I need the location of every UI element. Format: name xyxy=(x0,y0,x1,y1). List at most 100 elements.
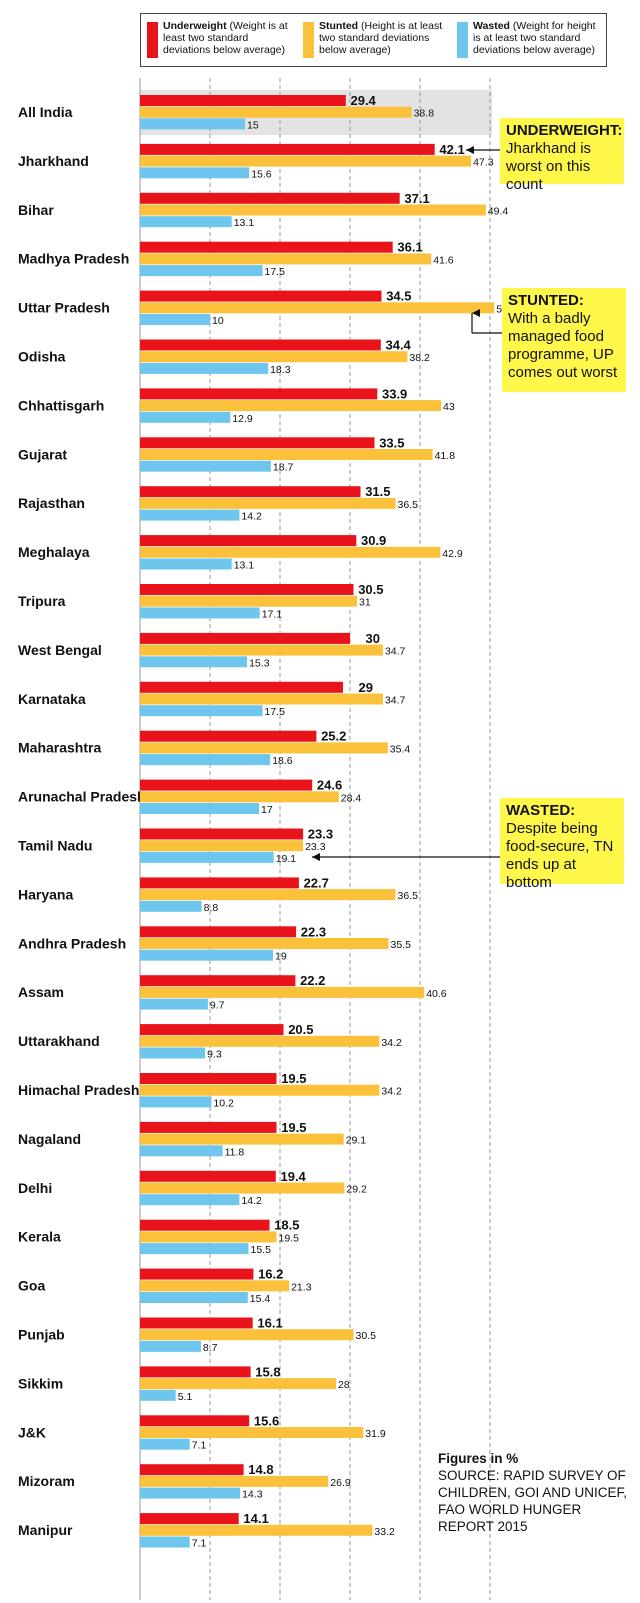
data-label-underweight: 42.1 xyxy=(439,142,464,157)
bar-underweight xyxy=(140,828,304,840)
category-label: Delhi xyxy=(18,1180,52,1196)
data-label-wasted: 14.2 xyxy=(241,1195,262,1207)
callout-stunted: STUNTED: With a badly managed food progr… xyxy=(502,288,626,392)
category-label: Tamil Nadu xyxy=(18,838,92,854)
data-label-wasted: 8.8 xyxy=(204,902,219,914)
bar-stunted xyxy=(140,1133,344,1145)
data-label-wasted: 7.1 xyxy=(192,1538,207,1550)
data-label-wasted: 18.6 xyxy=(272,755,293,767)
data-label-underweight: 16.2 xyxy=(258,1267,283,1282)
data-label-underweight: 20.5 xyxy=(288,1022,313,1037)
data-label-stunted: 29.1 xyxy=(346,1135,367,1147)
bar-underweight xyxy=(140,632,350,644)
data-label-underweight: 30.5 xyxy=(358,582,383,597)
data-label-wasted: 11.8 xyxy=(225,1146,245,1158)
bar-stunted xyxy=(140,693,383,705)
legend-desc-wasted: (Weight for height is at least two stand… xyxy=(473,20,596,56)
data-label-wasted: 5.1 xyxy=(178,1391,193,1403)
data-label-underweight: 34.5 xyxy=(386,289,411,304)
data-label-stunted: 34.2 xyxy=(381,1086,402,1098)
data-label-stunted: 34.2 xyxy=(381,1037,402,1049)
bar-stunted xyxy=(140,204,486,216)
data-label-wasted: 15 xyxy=(247,119,259,131)
data-label-wasted: 17 xyxy=(261,804,273,816)
data-label-stunted: 34.7 xyxy=(385,695,406,707)
bar-wasted xyxy=(140,1536,190,1548)
bar-underweight xyxy=(140,290,382,302)
data-label-stunted: 21.3 xyxy=(291,1281,312,1293)
bar-stunted xyxy=(140,1280,290,1292)
bar-stunted xyxy=(140,1378,336,1390)
data-label-wasted: 7.1 xyxy=(192,1440,207,1452)
bar-underweight xyxy=(140,486,361,498)
legend-swatch-stunted xyxy=(303,22,314,58)
bar-wasted xyxy=(140,754,271,766)
callout-underweight-text: Jharkhand is worst on this count xyxy=(506,140,592,193)
bar-stunted xyxy=(140,1475,329,1487)
data-label-wasted: 13.1 xyxy=(234,217,255,229)
bar-wasted xyxy=(140,167,250,179)
category-label: Tripura xyxy=(18,593,66,609)
data-label-stunted: 42.9 xyxy=(442,548,463,560)
bar-wasted xyxy=(140,949,273,961)
data-label-stunted: 23.3 xyxy=(305,841,326,853)
bar-underweight xyxy=(140,975,296,987)
bar-stunted xyxy=(140,889,396,901)
category-label: Uttarakhand xyxy=(18,1033,100,1049)
bar-wasted xyxy=(140,656,248,668)
bar-underweight xyxy=(140,535,357,547)
legend-label-stunted: Stunted xyxy=(319,20,359,32)
data-label-stunted: 29.2 xyxy=(346,1184,367,1196)
bar-underweight xyxy=(140,877,299,889)
bar-underweight xyxy=(140,1317,253,1329)
data-label-stunted: 31 xyxy=(359,597,371,609)
category-label: Rajasthan xyxy=(18,495,85,511)
data-label-stunted: 38.2 xyxy=(409,352,430,364)
bar-stunted xyxy=(140,644,383,656)
data-label-stunted: 19.5 xyxy=(279,1232,300,1244)
bar-underweight xyxy=(140,143,435,155)
data-label-wasted: 8.7 xyxy=(203,1342,218,1354)
bar-stunted xyxy=(140,253,432,265)
bar-stunted xyxy=(140,400,441,412)
bar-underweight xyxy=(140,1121,277,1133)
data-label-underweight: 19.4 xyxy=(280,1169,306,1184)
bar-underweight xyxy=(140,1415,250,1427)
bar-wasted xyxy=(140,314,210,325)
arrow-stunted-head xyxy=(472,309,480,317)
data-label-stunted: 35.5 xyxy=(391,939,412,951)
data-label-wasted: 9.3 xyxy=(207,1049,222,1061)
bar-stunted xyxy=(140,840,304,852)
data-label-stunted: 40.6 xyxy=(426,988,447,1000)
data-label-underweight: 16.1 xyxy=(257,1316,282,1331)
data-label-stunted: 43 xyxy=(443,401,455,413)
bar-stunted xyxy=(140,546,441,558)
data-label-stunted: 33.2 xyxy=(374,1526,395,1538)
bar-wasted xyxy=(140,851,274,863)
legend-label-underweight: Underweight xyxy=(163,20,227,32)
data-label-wasted: 15.3 xyxy=(249,657,270,669)
data-label-stunted: 38.8 xyxy=(414,108,435,120)
category-label: Sikkim xyxy=(18,1375,63,1391)
data-label-stunted: 36.5 xyxy=(398,499,419,511)
bar-stunted xyxy=(140,1427,364,1438)
data-label-underweight: 31.5 xyxy=(365,484,390,499)
bar-stunted xyxy=(140,497,396,509)
category-label: Manipur xyxy=(18,1522,73,1538)
data-label-underweight: 36.1 xyxy=(397,240,422,255)
legend: Underweight (Weight is at least two stan… xyxy=(140,13,607,67)
bar-underweight xyxy=(140,584,354,595)
category-label: Haryana xyxy=(18,886,73,902)
callout-wasted: WASTED: Despite being food-secure, TN en… xyxy=(500,798,624,891)
category-label: Mizoram xyxy=(18,1473,75,1489)
category-label: Himachal Pradesh xyxy=(18,1082,139,1098)
figures-unit-note: Figures in % xyxy=(438,1451,519,1466)
data-label-underweight: 23.3 xyxy=(308,827,333,842)
bar-underweight xyxy=(140,95,346,106)
category-label: Meghalaya xyxy=(18,544,90,560)
bar-wasted xyxy=(140,607,260,619)
callout-underweight: UNDERWEIGHT: Jharkhand is worst on this … xyxy=(500,118,624,193)
bar-wasted xyxy=(140,1438,190,1450)
callout-wasted-text: Despite being food-secure, TN ends up at… xyxy=(506,820,614,891)
bar-wasted xyxy=(140,411,231,423)
